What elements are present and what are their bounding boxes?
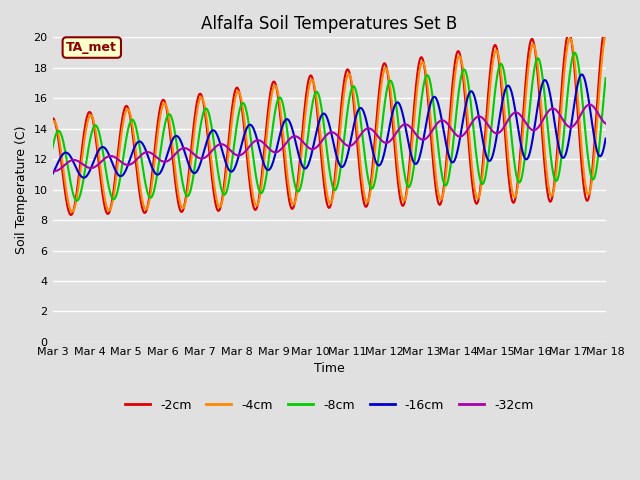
-16cm	[216, 140, 223, 145]
-8cm	[73, 198, 81, 204]
Line: -16cm: -16cm	[52, 74, 605, 178]
-2cm	[67, 212, 75, 218]
-4cm	[264, 120, 272, 125]
-4cm	[216, 204, 223, 210]
-16cm	[115, 172, 122, 178]
-8cm	[602, 75, 609, 81]
-4cm	[68, 209, 76, 215]
-2cm	[49, 115, 56, 121]
-32cm	[586, 102, 594, 108]
-16cm	[49, 171, 56, 177]
-4cm	[602, 32, 609, 37]
-8cm	[571, 50, 579, 56]
-32cm	[50, 168, 58, 174]
-16cm	[418, 145, 426, 151]
-8cm	[49, 145, 56, 151]
Line: -32cm: -32cm	[52, 105, 605, 171]
-32cm	[602, 120, 609, 126]
-32cm	[216, 142, 223, 147]
Legend: -2cm, -4cm, -8cm, -16cm, -32cm: -2cm, -4cm, -8cm, -16cm, -32cm	[120, 394, 538, 417]
-32cm	[49, 168, 56, 174]
-2cm	[264, 107, 272, 112]
-2cm	[602, 24, 609, 30]
-2cm	[243, 157, 251, 163]
-32cm	[115, 156, 122, 162]
X-axis label: Time: Time	[314, 362, 344, 375]
-2cm	[115, 148, 122, 154]
-32cm	[418, 137, 426, 143]
-8cm	[264, 161, 272, 167]
-16cm	[602, 136, 609, 142]
-8cm	[115, 186, 122, 192]
Line: -2cm: -2cm	[52, 27, 605, 215]
-2cm	[418, 54, 426, 60]
Line: -4cm: -4cm	[52, 35, 605, 212]
-16cm	[243, 124, 251, 130]
Line: -8cm: -8cm	[52, 53, 605, 201]
-8cm	[243, 112, 251, 118]
-4cm	[115, 158, 122, 164]
-32cm	[243, 146, 251, 152]
-16cm	[387, 118, 395, 124]
Y-axis label: Soil Temperature (C): Soil Temperature (C)	[15, 125, 28, 254]
-16cm	[80, 175, 88, 180]
-2cm	[387, 97, 395, 103]
-2cm	[216, 206, 223, 212]
-4cm	[49, 119, 56, 125]
-32cm	[387, 138, 395, 144]
-4cm	[418, 60, 426, 65]
-16cm	[264, 167, 272, 173]
-8cm	[216, 180, 223, 185]
-8cm	[387, 78, 395, 84]
Title: Alfalfa Soil Temperatures Set B: Alfalfa Soil Temperatures Set B	[201, 15, 457, 33]
-4cm	[387, 89, 395, 95]
-8cm	[418, 95, 426, 100]
-4cm	[243, 144, 251, 150]
Text: TA_met: TA_met	[67, 41, 117, 54]
-16cm	[578, 72, 586, 77]
-32cm	[264, 145, 272, 151]
